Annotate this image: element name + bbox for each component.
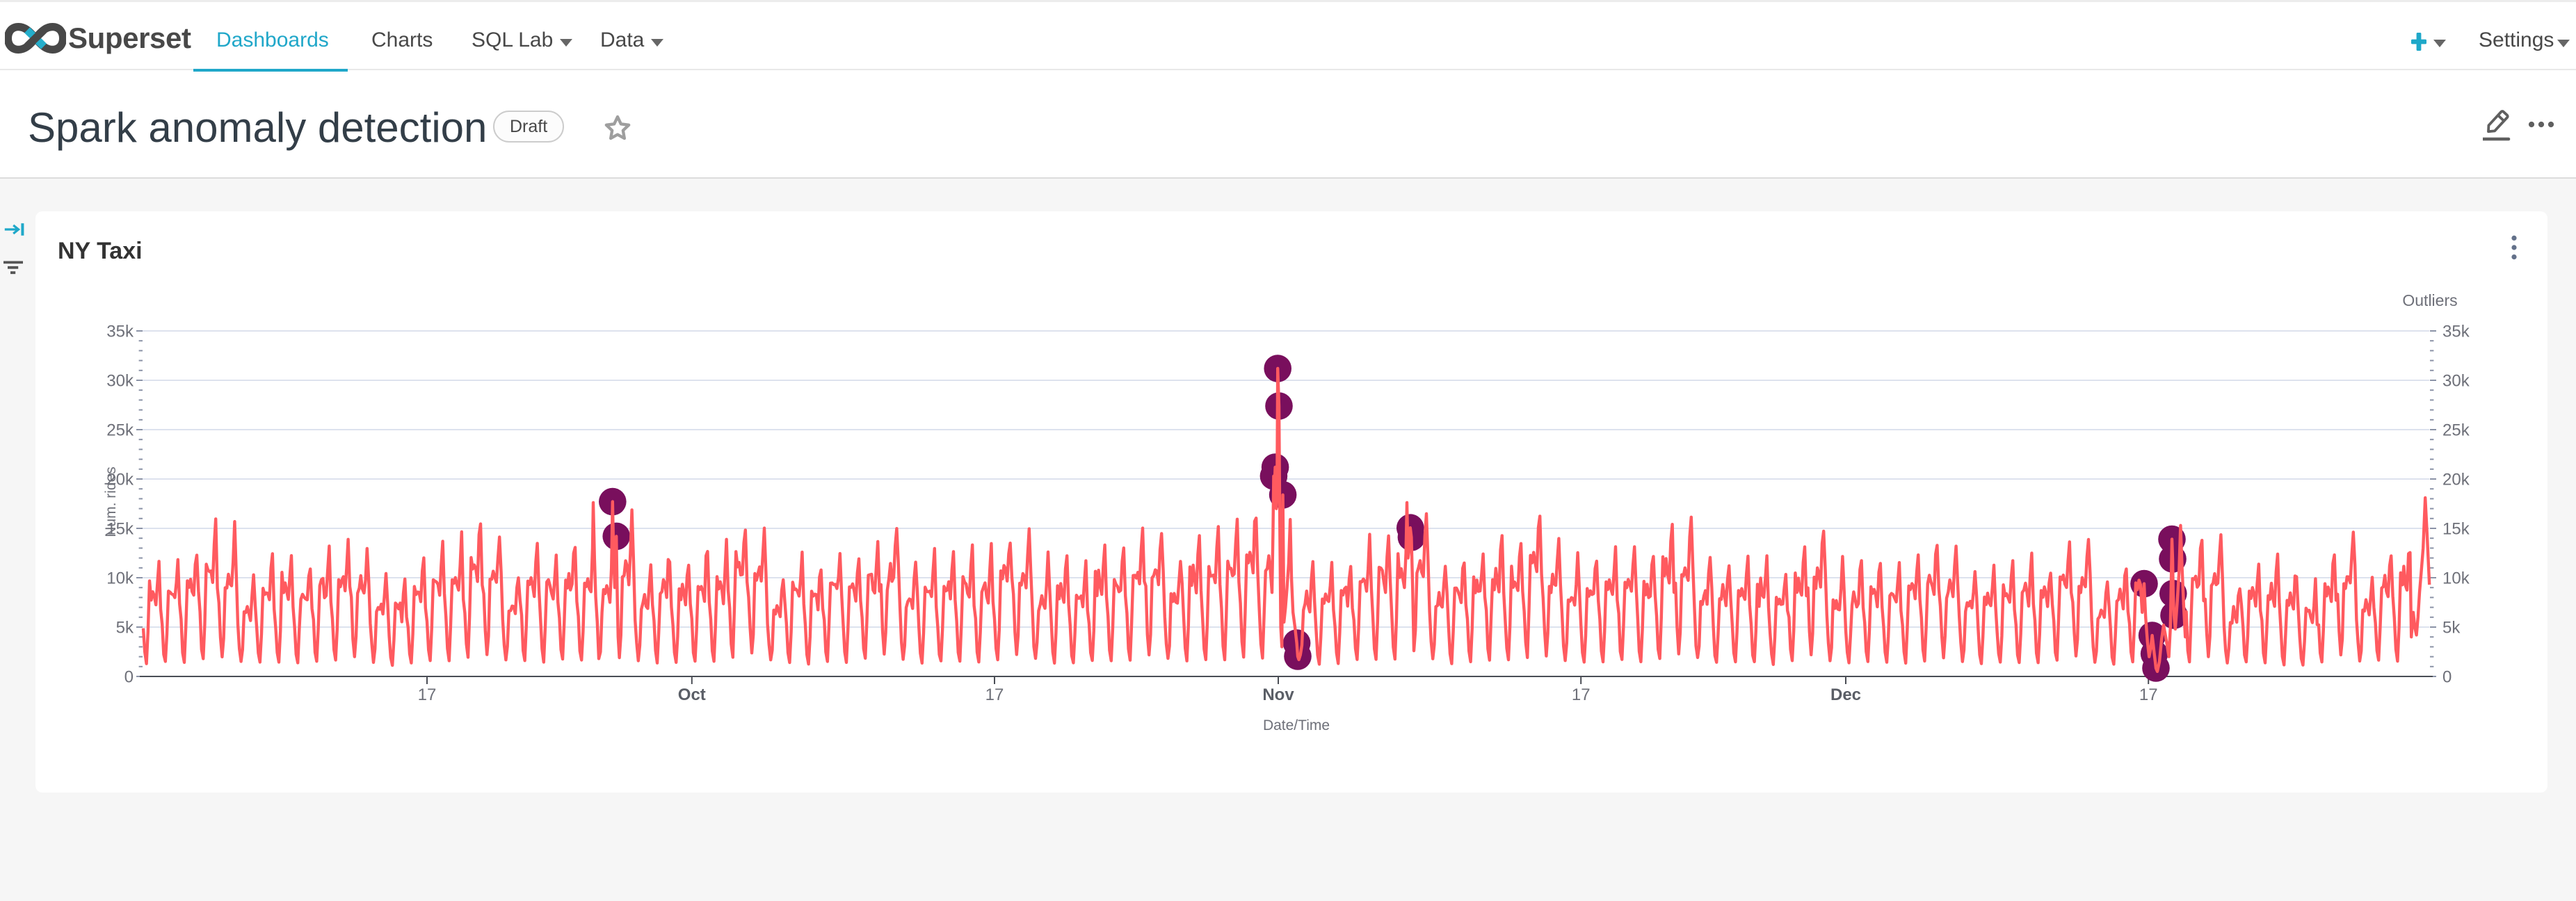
svg-text:20k: 20k [2442, 470, 2470, 489]
svg-text:Dec: Dec [1830, 685, 1861, 704]
svg-text:20k: 20k [106, 470, 134, 489]
svg-text:30k: 30k [106, 371, 134, 390]
svg-text:25k: 25k [106, 421, 134, 439]
svg-text:35k: 35k [2442, 322, 2470, 341]
svg-text:17: 17 [985, 685, 1004, 704]
svg-text:Nov: Nov [1262, 685, 1294, 704]
svg-text:0: 0 [124, 667, 134, 686]
svg-text:15k: 15k [2442, 519, 2470, 538]
svg-text:30k: 30k [2442, 371, 2470, 390]
svg-text:17: 17 [2139, 685, 2158, 704]
svg-text:Outliers: Outliers [2402, 291, 2457, 309]
svg-text:17: 17 [418, 685, 437, 704]
svg-text:10k: 10k [2442, 569, 2470, 587]
svg-text:Date/Time: Date/Time [1263, 717, 1330, 733]
svg-text:15k: 15k [106, 519, 134, 538]
svg-text:5k: 5k [116, 618, 134, 637]
svg-text:5k: 5k [2442, 618, 2461, 637]
svg-text:Num. rides: Num. rides [103, 466, 119, 537]
svg-text:0: 0 [2442, 667, 2452, 686]
svg-text:25k: 25k [2442, 421, 2470, 439]
svg-text:35k: 35k [106, 322, 134, 341]
svg-text:17: 17 [1572, 685, 1591, 704]
svg-text:Oct: Oct [678, 685, 706, 704]
svg-text:10k: 10k [106, 569, 134, 587]
